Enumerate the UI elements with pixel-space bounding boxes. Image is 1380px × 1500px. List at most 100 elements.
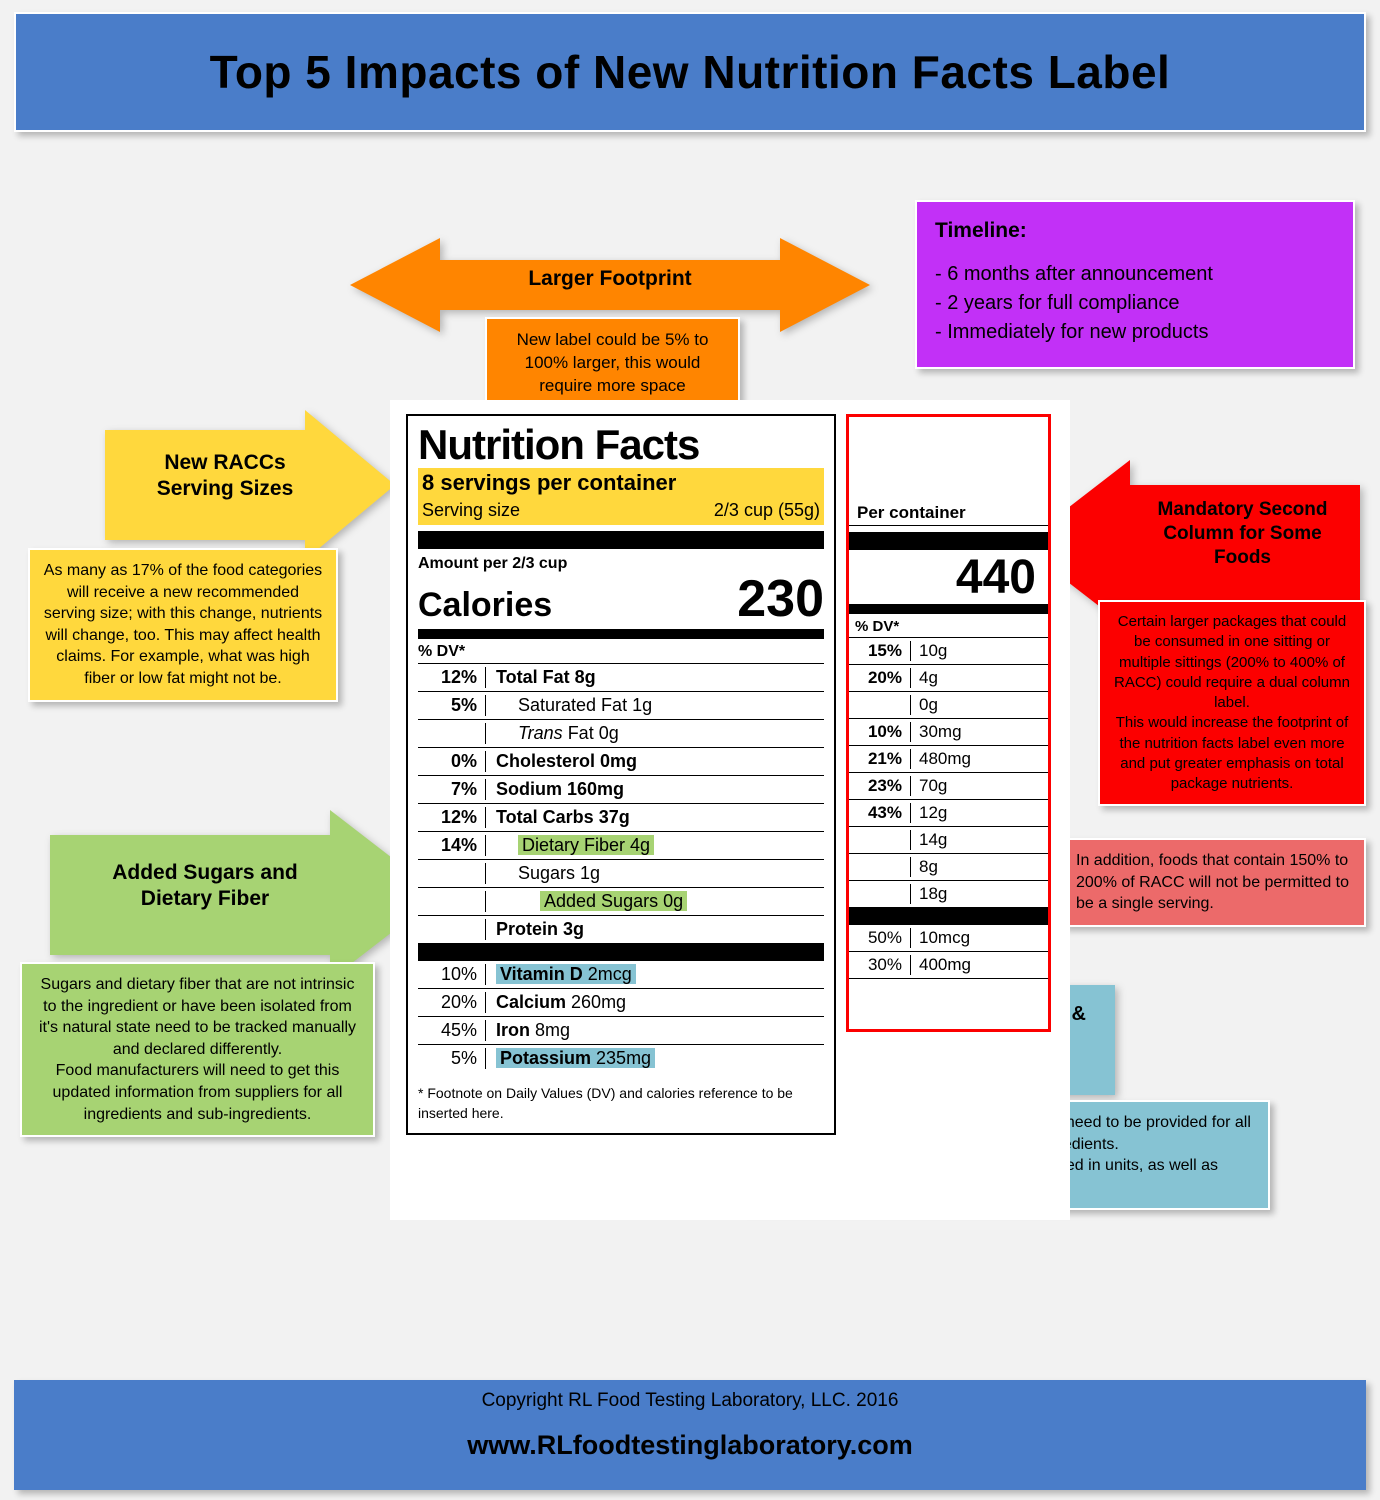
timeline-item: - Immediately for new products	[935, 318, 1335, 347]
nl-calories-row: Calories 230	[418, 573, 824, 625]
raccs-title-text: New RACCs Serving Sizes	[157, 451, 294, 500]
nl-row: 5%Saturated Fat 1g	[418, 692, 824, 720]
sc-row: 20%4g	[849, 665, 1048, 692]
sc-vit-pct: 30%	[855, 955, 911, 975]
sc-row: 10%30mg	[849, 719, 1048, 746]
mandatory-title: Mandatory Second Column for Some Foods	[1140, 498, 1345, 569]
sc-pct: 21%	[855, 749, 911, 769]
nl-row: 14%Dietary Fiber 4g	[418, 832, 824, 860]
nl-pct	[418, 863, 486, 884]
nl-vit-pct: 45%	[418, 1020, 486, 1041]
larger-footprint-body: New label could be 5% to 100% larger, th…	[485, 317, 740, 410]
nl-footnote: Footnote on Daily Values (DV) and calori…	[418, 1084, 824, 1123]
sc-pct	[855, 884, 911, 904]
sc-pct: 23%	[855, 776, 911, 796]
timeline-box: Timeline: - 6 months after announcement …	[915, 200, 1355, 369]
sc-row: 0g	[849, 692, 1048, 719]
nl-rows: 12%Total Fat 8g5%Saturated Fat 1gTrans F…	[418, 664, 824, 943]
nl-row: Trans Fat 0g	[418, 720, 824, 748]
sc-vit-row: 50%10mcg	[849, 925, 1048, 952]
nl-calories-label: Calories	[418, 586, 552, 625]
mandatory-body: Certain larger packages that could be co…	[1098, 600, 1366, 806]
nl-vit-name: Vitamin D 2mcg	[486, 964, 824, 985]
sugars-title-text: Added Sugars and Dietary Fiber	[112, 861, 298, 910]
nl-pct: 12%	[418, 667, 486, 688]
sc-val: 12g	[911, 803, 1042, 823]
nl-pct	[418, 723, 486, 744]
sc-pct	[855, 695, 911, 715]
raccs-body: As many as 17% of the food categories wi…	[28, 548, 338, 702]
nl-servings-per: 8 servings per container	[418, 468, 824, 498]
footer-url: www.RLfoodtestinglaboratory.com	[14, 1430, 1366, 1461]
sugars-title: Added Sugars and Dietary Fiber	[100, 860, 310, 913]
nl-serving-size-value: 2/3 cup (55g)	[714, 500, 820, 521]
sc-calories: 440	[849, 550, 1048, 602]
nl-name: Total Carbs 37g	[486, 807, 824, 828]
nutrition-label: Nutrition Facts 8 servings per container…	[406, 414, 836, 1135]
sc-vit-val: 10mcg	[911, 928, 1042, 948]
nl-vit-name: Iron 8mg	[486, 1020, 824, 1041]
header-banner: Top 5 Impacts of New Nutrition Facts Lab…	[14, 12, 1366, 132]
sc-val: 0g	[911, 695, 1042, 715]
timeline-title: Timeline:	[935, 216, 1335, 246]
second-column: Per container 440 % DV* 15%10g20%4g0g10%…	[846, 414, 1051, 1032]
nl-vit-pct: 5%	[418, 1048, 486, 1069]
sc-val: 4g	[911, 668, 1042, 688]
sc-header: Per container	[849, 417, 1048, 526]
nl-vit-row: 5%Potassium 235mg	[418, 1045, 824, 1072]
sc-pct: 43%	[855, 803, 911, 823]
nl-name: Protein 3g	[486, 919, 824, 940]
sc-pct	[855, 857, 911, 877]
nl-row: Added Sugars 0g	[418, 888, 824, 916]
nl-name: Cholesterol 0mg	[486, 751, 824, 772]
sc-bar	[849, 907, 1048, 925]
nl-name: Sugars 1g	[486, 863, 824, 884]
sc-val: 70g	[911, 776, 1042, 796]
sc-val: 18g	[911, 884, 1042, 904]
nl-pct: 5%	[418, 695, 486, 716]
nl-vit-name: Potassium 235mg	[486, 1048, 824, 1069]
nl-vit-row: 45%Iron 8mg	[418, 1017, 824, 1045]
sc-rows: 15%10g20%4g0g10%30mg21%480mg23%70g43%12g…	[849, 638, 1048, 907]
nl-dv-header: % DV*	[418, 639, 824, 664]
nl-name: Saturated Fat 1g	[486, 695, 824, 716]
nl-vit-name: Calcium 260mg	[486, 992, 824, 1013]
sugars-body: Sugars and dietary fiber that are not in…	[20, 962, 375, 1137]
footer-banner: Copyright RL Food Testing Laboratory, LL…	[14, 1380, 1366, 1490]
sc-val: 14g	[911, 830, 1042, 850]
nl-pct: 0%	[418, 751, 486, 772]
sc-vit-pct: 50%	[855, 928, 911, 948]
nl-serving-size-label: Serving size	[422, 500, 520, 521]
sc-row: 8g	[849, 854, 1048, 881]
sc-vit-rows: 50%10mcg30%400mg	[849, 925, 1048, 979]
nl-pct	[418, 919, 486, 940]
nl-name: Total Fat 8g	[486, 667, 824, 688]
nl-bar	[418, 943, 824, 961]
sc-pct: 20%	[855, 668, 911, 688]
sc-row: 43%12g	[849, 800, 1048, 827]
nl-pct: 7%	[418, 779, 486, 800]
nl-row: 12%Total Fat 8g	[418, 664, 824, 692]
sc-val: 10g	[911, 641, 1042, 661]
timeline-item: - 6 months after announcement	[935, 260, 1335, 289]
sc-val: 480mg	[911, 749, 1042, 769]
sc-vit-val: 400mg	[911, 955, 1042, 975]
sc-bar	[849, 532, 1048, 550]
sc-vit-row: 30%400mg	[849, 952, 1048, 979]
mandatory-title-text: Mandatory Second Column for Some Foods	[1158, 499, 1328, 568]
nl-bar	[418, 531, 824, 549]
mandatory-extra: In addition, foods that contain 150% to …	[1062, 838, 1366, 927]
nl-vit-pct: 10%	[418, 964, 486, 985]
sc-row: 21%480mg	[849, 746, 1048, 773]
nutrition-label-wrap: Nutrition Facts 8 servings per container…	[390, 400, 1070, 1220]
raccs-title: New RACCs Serving Sizes	[140, 450, 310, 503]
nl-pct: 14%	[418, 835, 486, 856]
sc-pct: 15%	[855, 641, 911, 661]
nl-name: Sodium 160mg	[486, 779, 824, 800]
sc-dv-header: % DV*	[849, 614, 1048, 638]
nl-calories-value: 230	[737, 573, 824, 625]
sc-row: 23%70g	[849, 773, 1048, 800]
nl-name: Trans Fat 0g	[486, 723, 824, 744]
sc-val: 30mg	[911, 722, 1042, 742]
nl-vit-row: 10%Vitamin D 2mcg	[418, 961, 824, 989]
